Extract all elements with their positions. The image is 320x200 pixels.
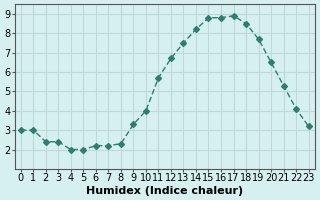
X-axis label: Humidex (Indice chaleur): Humidex (Indice chaleur)	[86, 186, 243, 196]
